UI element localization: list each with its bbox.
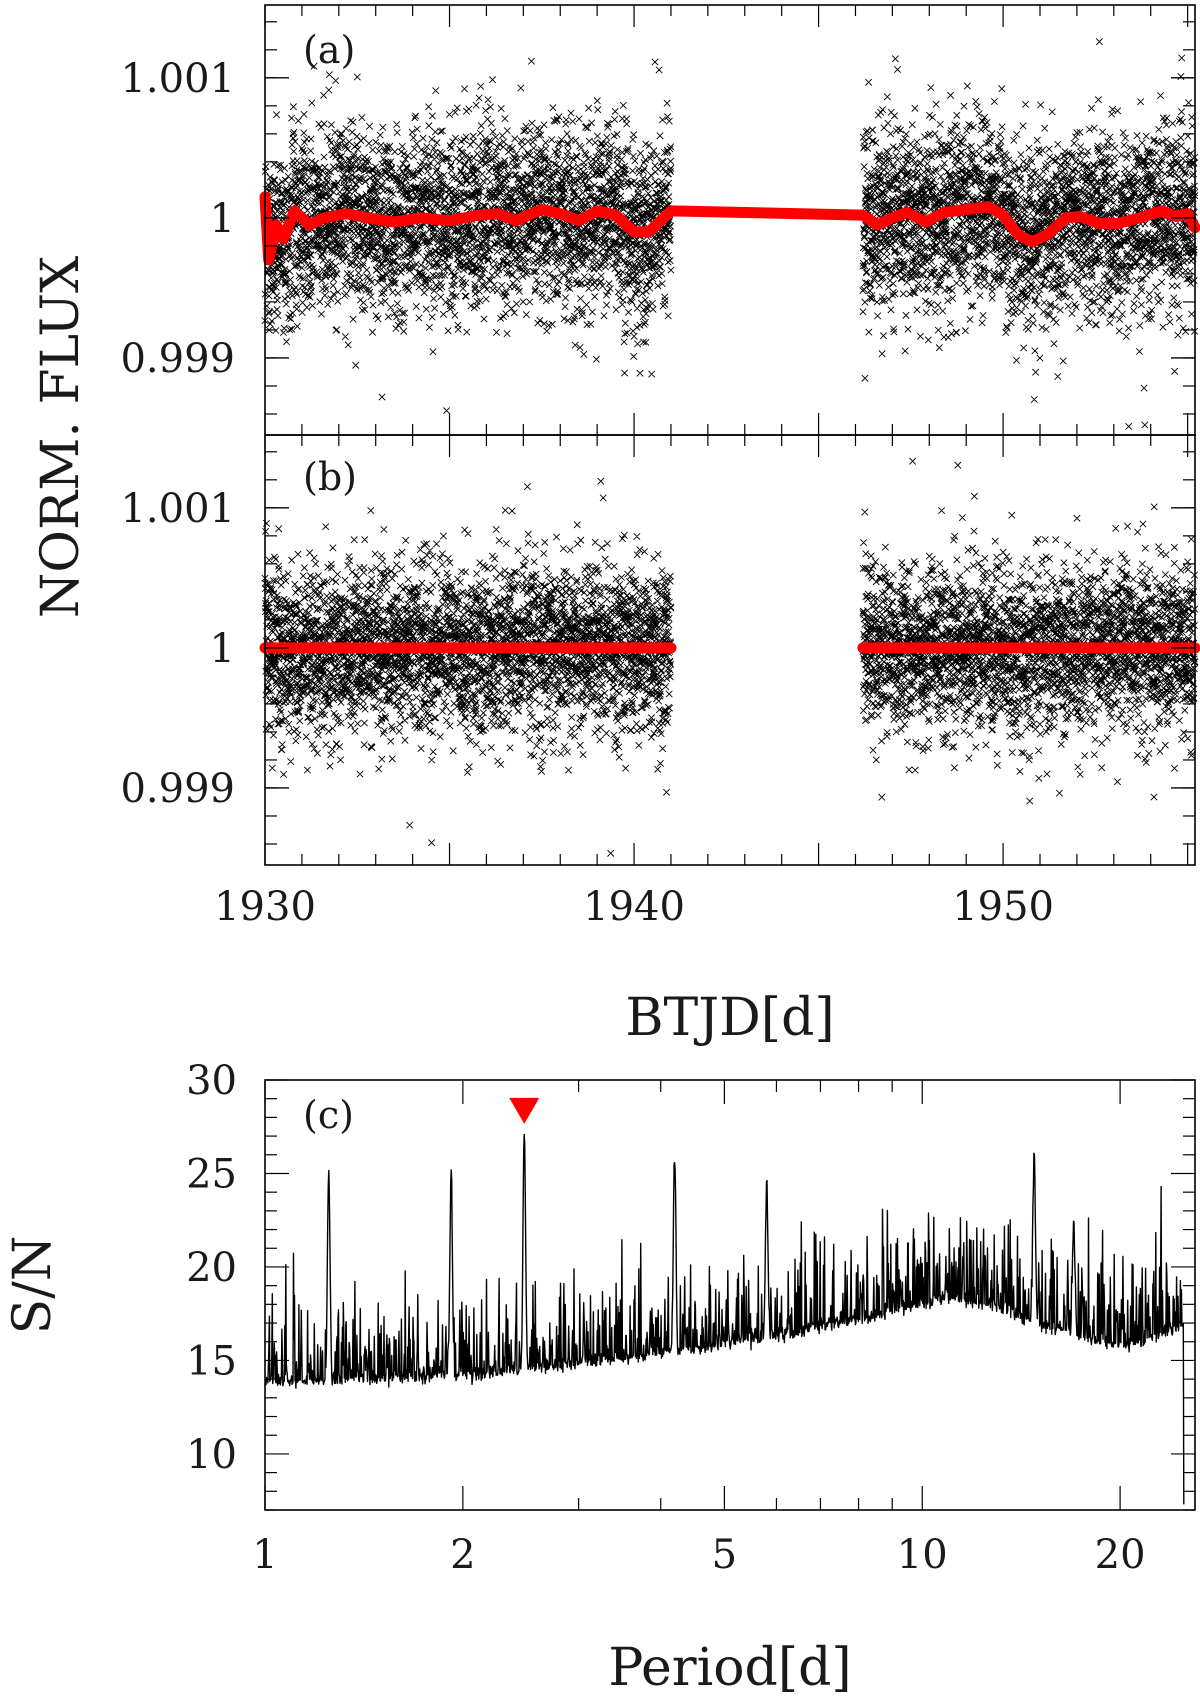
panel-b-axes: 0.999 1 1.001 1930 1940 1950 (120, 434, 1196, 930)
y-axis-title-flux: NORM. FLUX (31, 256, 91, 618)
panel-c-y-tick-label: 30 (186, 1058, 237, 1104)
panel-b-scatter-points (261, 457, 1199, 857)
panel-a-y-tick-label: 1 (210, 196, 235, 242)
panel-a-y-tick-label: 0.999 (120, 336, 235, 382)
panel-c-y-tick-label: 20 (186, 1245, 237, 1291)
panel-b-scatter (261, 457, 1199, 857)
panel-b-y-tick-label: 0.999 (120, 766, 235, 812)
panel-a: 0.999 1 1.001 (a) (120, 4, 1200, 436)
panel-b-x-tick-label: 1950 (952, 884, 1054, 930)
panel-c-x-tick-label: 10 (897, 1532, 948, 1578)
panel-c-x-tick-label: 2 (450, 1532, 475, 1578)
panel-c-y-tick-label: 10 (186, 1432, 237, 1478)
panel-b-x-tick-label: 1940 (583, 884, 685, 930)
panel-c-x-tick-label: 5 (712, 1532, 737, 1578)
x-axis-title-period: Period[d] (608, 1638, 851, 1698)
plot-frame (264, 434, 1196, 866)
panel-c-y-tick-label: 25 (186, 1151, 237, 1197)
panel-c-x-tick-label: 20 (1095, 1532, 1146, 1578)
panel-b-x-tick-label: 1930 (214, 884, 316, 930)
panel-c-label: (c) (303, 1093, 354, 1137)
panel-a-label: (a) (303, 28, 355, 72)
y-axis-title-sn: S/N (3, 1236, 63, 1335)
x-axis-title-btjd: BTJD[d] (625, 988, 834, 1048)
panel-b-y-tick-label: 1.001 (120, 486, 235, 532)
panel-b-y-tick-label: 1 (210, 626, 235, 672)
panel-c-x-tick-label: 1 (252, 1532, 277, 1578)
panel-c-y-tick-label: 15 (186, 1338, 237, 1384)
panel-a-y-tick-label: 1.001 (120, 56, 235, 102)
panel-a-scatter-points (261, 38, 1199, 430)
panel-a-scatter (261, 38, 1199, 430)
panel-b-label: (b) (303, 455, 357, 499)
panel-b: 0.999 1 1.001 1930 1940 1950 (b) (120, 434, 1200, 930)
panel-c-periodogram-line (264, 1133, 1185, 1505)
plot-frame (264, 1079, 1196, 1511)
panel-a-model-curve (259, 191, 1200, 266)
peak-marker-triangle (509, 1097, 540, 1124)
